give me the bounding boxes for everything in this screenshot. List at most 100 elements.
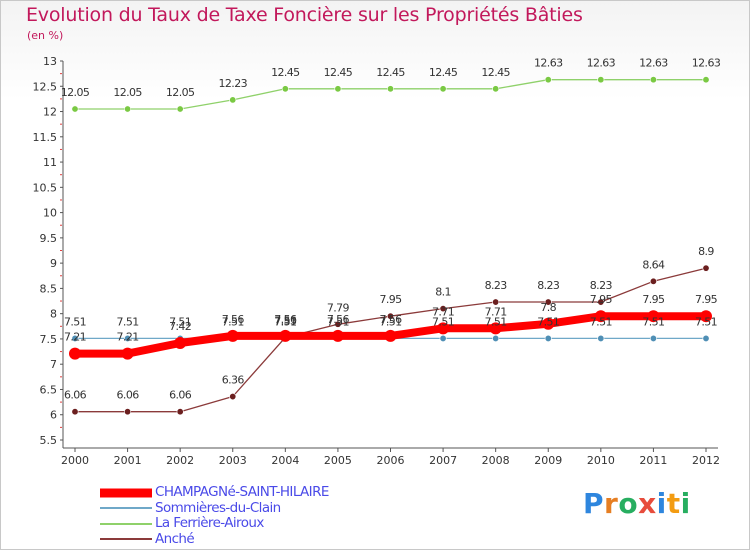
point-sommieres — [492, 334, 500, 342]
data-label-sommieres: 7.51 — [642, 315, 664, 328]
logo-letter: i — [680, 487, 691, 520]
data-label-ferriere: 12.45 — [324, 66, 353, 79]
legend-label-sommieres: Sommières-du-Clain — [155, 499, 281, 516]
point-ferriere — [334, 85, 342, 93]
data-label-anche: 8.23 — [537, 279, 560, 292]
data-label-champagne: 7.42 — [169, 320, 191, 333]
x-tick-label: 2005 — [324, 454, 352, 467]
data-label-sommieres: 7.51 — [222, 315, 244, 328]
x-tick-label: 2004 — [271, 454, 299, 467]
data-label-anche: 7.53 — [274, 314, 297, 327]
data-label-champagne: 7.95 — [642, 293, 665, 306]
logo-letter: o — [618, 487, 639, 520]
point-ferriere — [386, 85, 394, 93]
point-anche — [176, 408, 184, 416]
y-tick-label: 10 — [43, 207, 57, 220]
point-champagne — [69, 347, 81, 360]
point-anche — [71, 408, 79, 416]
y-tick-label: 7 — [50, 358, 57, 371]
legend-swatch-anche — [100, 538, 152, 541]
data-label-anche: 8.23 — [590, 279, 613, 292]
data-label-anche: 8.1 — [435, 286, 451, 299]
data-label-champagne: 7.95 — [590, 293, 613, 306]
legend-swatch-ferriere — [100, 522, 152, 525]
y-tick-label: 6.5 — [40, 383, 58, 396]
x-tick-label: 2002 — [166, 454, 194, 467]
logo-letter: P — [583, 487, 605, 520]
legend-item-sommieres[interactable]: Sommières-du-Clain — [100, 499, 430, 517]
data-label-ferriere: 12.23 — [219, 77, 248, 90]
y-tick-labels: 5.5 6 6.5 7 7.5 8 8.5 9 9.5 10 10.5 11 11.5 12 12.5 13 — [33, 55, 58, 447]
data-label-ferriere: 12.63 — [639, 57, 668, 70]
point-anche — [439, 305, 447, 313]
logo-letter: x — [638, 487, 657, 520]
x-tick-label: 2011 — [639, 454, 667, 467]
point-champagne — [174, 336, 187, 349]
point-sommieres — [597, 334, 605, 342]
point-ferriere — [281, 85, 289, 93]
point-champagne — [384, 329, 397, 342]
data-label-sommieres: 7.51 — [64, 315, 86, 328]
data-label-sommieres: 7.51 — [274, 315, 296, 328]
legend-label-anche: Anché — [155, 530, 195, 547]
point-champagne — [700, 310, 712, 323]
data-label-anche: 6.06 — [64, 389, 87, 402]
data-label-sommieres: 7.51 — [695, 315, 717, 328]
data-label-ferriere: 12.45 — [481, 66, 510, 79]
data-label-sommieres: 7.51 — [432, 315, 454, 328]
point-champagne — [647, 310, 660, 323]
data-label-ferriere: 12.45 — [376, 66, 405, 79]
logo-letter: i — [656, 487, 667, 520]
y-tick-label: 8.5 — [40, 282, 58, 295]
legend-swatch-champagne — [100, 488, 152, 498]
point-sommieres — [71, 334, 79, 342]
point-ferriere — [71, 105, 79, 113]
series-lines — [71, 79, 710, 413]
x-tick-label: 2010 — [587, 454, 615, 467]
legend-item-ferriere[interactable]: La Ferrière-Airoux — [100, 516, 430, 532]
data-labels: 7.51 7.51 7.51 7.51 7.51 7.51 7.51 7.51 7.51 7.51… — [61, 57, 722, 402]
point-sommieres — [124, 334, 132, 342]
point-ferriere — [229, 96, 237, 104]
legend-swatch-sommieres — [100, 507, 152, 510]
legend-item-champagne[interactable]: CHAMPAGNé-SAINT-HILAIRE — [100, 485, 430, 501]
y-tick-label: 11.5 — [33, 131, 58, 144]
data-label-ferriere: 12.45 — [271, 66, 300, 79]
point-anche — [649, 277, 657, 285]
chart-legend: CHAMPAGNé-SAINT-HILAIRE Sommières-du-Cla… — [100, 485, 430, 547]
data-label-champagne: 7.71 — [485, 305, 507, 318]
y-tick-label: 5.5 — [40, 434, 58, 447]
data-label-sommieres: 7.51 — [485, 315, 507, 328]
point-anche — [492, 298, 500, 306]
data-label-sommieres: 7.51 — [379, 315, 401, 328]
y-tick-label: 7.5 — [40, 333, 58, 346]
data-label-champagne: 7.56 — [274, 313, 297, 326]
data-label-anche: 6.06 — [117, 389, 140, 402]
point-champagne — [279, 329, 292, 342]
data-label-anche: 6.06 — [169, 389, 192, 402]
point-sommieres — [649, 334, 657, 342]
point-anche — [702, 264, 710, 272]
chart-title: Evolution du Taux de Taxe Foncière sur l… — [26, 4, 583, 26]
y-tick-label: 8 — [50, 308, 57, 321]
point-anche — [386, 312, 394, 320]
point-anche — [229, 393, 237, 401]
y-tick-label: 10.5 — [33, 181, 58, 194]
point-ferriere — [124, 105, 132, 113]
y-tick-label: 13 — [43, 55, 57, 68]
data-label-anche: 8.23 — [485, 279, 508, 292]
data-label-ferriere: 12.63 — [587, 57, 616, 70]
data-label-champagne: 7.95 — [695, 293, 718, 306]
point-champagne — [121, 347, 134, 360]
data-label-champagne: 7.21 — [117, 331, 139, 344]
y-tick-label: 12.5 — [33, 80, 58, 93]
data-label-anche: 6.36 — [222, 374, 245, 387]
legend-item-anche[interactable]: Anché — [100, 530, 430, 548]
point-ferriere — [439, 85, 447, 93]
data-label-anche: 8.64 — [642, 258, 665, 271]
y-tick-label: 6 — [50, 409, 57, 422]
data-label-champagne: 7.56 — [327, 313, 350, 326]
data-label-ferriere: 12.63 — [692, 57, 721, 70]
